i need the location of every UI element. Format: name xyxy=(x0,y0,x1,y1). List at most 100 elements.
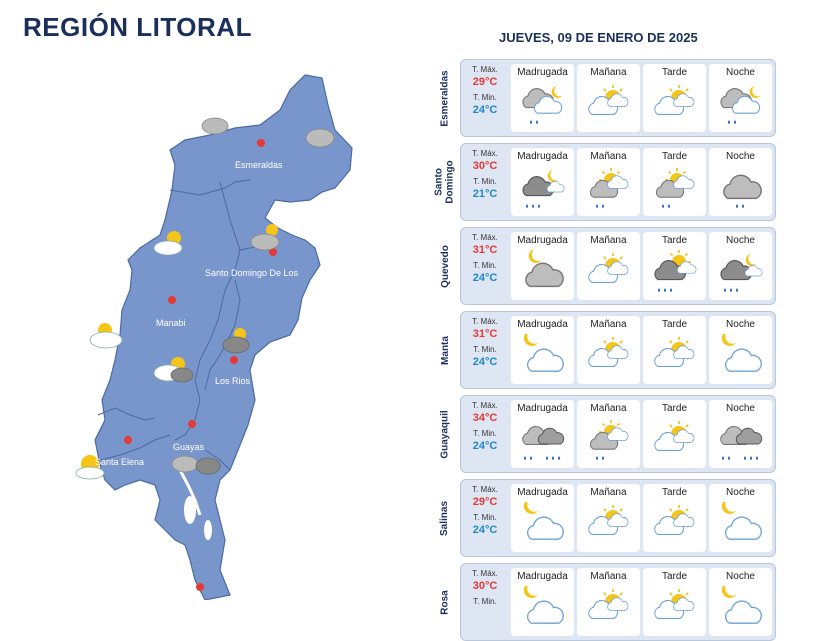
t-max-value: 31°C xyxy=(472,328,498,340)
temperatures: T. Máx. 30°C T. Min. xyxy=(465,569,505,607)
partly-sunny-icon xyxy=(583,250,635,296)
period-label: Mañana xyxy=(590,235,627,246)
city-name: Quevedo xyxy=(432,227,458,305)
partly-sunny-icon xyxy=(649,334,701,380)
partly-sunny-icon xyxy=(583,82,635,128)
moon-cloud-icon xyxy=(715,582,767,632)
period-cell: Tarde xyxy=(643,400,706,468)
period-cell: Mañana xyxy=(577,400,640,468)
temperatures: T. Máx. 29°C T. Min. 24°C xyxy=(465,485,505,537)
period-cell: Noche xyxy=(709,316,772,384)
city-name: Rosa xyxy=(432,563,458,641)
cloudy-rain-night-icon xyxy=(715,82,767,128)
t-max-label: T. Máx. xyxy=(472,317,498,326)
moon-cloud-icon xyxy=(715,330,767,380)
period-label: Madrugada xyxy=(517,151,568,162)
period-cell: Madrugada xyxy=(511,568,574,636)
forecast-card: T. Máx. 34°C T. Min. 24°C Madrugada Mañana Tar… xyxy=(460,395,776,473)
period-cell: Mañana xyxy=(577,232,640,300)
period-label: Noche xyxy=(726,319,755,330)
city-name: Esmeraldas xyxy=(432,59,458,137)
city-name-text: Esmeraldas xyxy=(439,69,451,127)
temperatures: T. Máx. 30°C T. Min. 21°C xyxy=(465,149,505,201)
partly-sunny-icon xyxy=(649,502,701,548)
cloud-rain-sun-icon xyxy=(583,166,635,212)
city-name-text: Quevedo xyxy=(439,244,451,288)
period-cell: Tarde xyxy=(643,148,706,216)
cloudy-rain-night-icon xyxy=(517,82,569,128)
moon-cloud-icon xyxy=(517,498,569,548)
t-min-value: 24°C xyxy=(472,356,498,368)
period-cell: Mañana xyxy=(577,568,640,636)
t-min-label: T. Min. xyxy=(473,597,497,606)
city-name-text: Santo Domingo xyxy=(434,160,457,204)
t-max-label: T. Máx. xyxy=(472,149,498,158)
period-cell: Noche xyxy=(709,64,772,132)
dark-cloud-rain-night-icon xyxy=(517,166,569,212)
t-min-value: 24°C xyxy=(472,524,498,536)
t-min-value: 24°C xyxy=(472,440,498,452)
t-min-label: T. Min. xyxy=(473,345,497,354)
dark-cloud-rain-night-icon xyxy=(715,250,767,296)
period-cell: Madrugada xyxy=(511,400,574,468)
period-cell: Noche xyxy=(709,484,772,552)
period-cell: Madrugada xyxy=(511,316,574,384)
period-cell: Tarde xyxy=(643,232,706,300)
period-label: Tarde xyxy=(661,571,687,582)
city-name: Guayaquil xyxy=(432,395,458,473)
t-min-label: T. Min. xyxy=(473,261,497,270)
city-name-text: Salinas xyxy=(439,500,451,536)
period-cell: Noche xyxy=(709,232,772,300)
city-name-text: Manta xyxy=(439,335,451,365)
t-max-value: 29°C xyxy=(472,76,498,88)
period-label: Tarde xyxy=(661,487,687,498)
period-label: Tarde xyxy=(661,319,687,330)
city-name-text: Guayaquil xyxy=(439,409,451,459)
period-label: Mañana xyxy=(590,151,627,162)
cloudy-rain-icon xyxy=(517,418,569,464)
cloudy-night-icon xyxy=(517,249,569,296)
t-min-label: T. Min. xyxy=(473,177,497,186)
t-max-label: T. Máx. xyxy=(472,65,498,74)
t-min-label: T. Min. xyxy=(473,429,497,438)
temperatures: T. Máx. 31°C T. Min. 24°C xyxy=(465,317,505,369)
forecast-card: T. Máx. 31°C T. Min. 24°C Madrugada Mañana Tar… xyxy=(460,227,776,305)
period-label: Mañana xyxy=(590,487,627,498)
t-max-value: 34°C xyxy=(472,412,498,424)
forecast-card: T. Máx. 30°C T. Min. 21°C Madrugada Mañana Tar… xyxy=(460,143,776,221)
period-label: Noche xyxy=(726,487,755,498)
t-max-value: 30°C xyxy=(472,580,498,592)
period-label: Mañana xyxy=(590,571,627,582)
cloud-rain-sun-icon xyxy=(649,166,701,212)
region-map: Esmeraldas Santo Domingo De Los Manabi L… xyxy=(60,70,360,600)
temperatures: T. Máx. 34°C T. Min. 24°C xyxy=(465,401,505,453)
period-label: Tarde xyxy=(661,235,687,246)
period-label: Mañana xyxy=(590,403,627,414)
forecast-card: T. Máx. 29°C T. Min. 24°C Madrugada Mañana Tar… xyxy=(460,479,776,557)
period-label: Noche xyxy=(726,235,755,246)
dark-cloud-rain-sun-icon xyxy=(649,250,701,296)
t-max-label: T. Máx. xyxy=(472,485,498,494)
t-max-value: 29°C xyxy=(472,496,498,508)
period-label: Tarde xyxy=(661,67,687,78)
period-label: Noche xyxy=(726,67,755,78)
temperatures: T. Máx. 31°C T. Min. 24°C xyxy=(465,233,505,285)
period-label: Madrugada xyxy=(517,571,568,582)
period-label: Mañana xyxy=(590,319,627,330)
period-label: Noche xyxy=(726,151,755,162)
litoral-map-shape xyxy=(75,74,353,600)
t-max-label: T. Máx. xyxy=(472,401,498,410)
map-label-manabi: Manabi xyxy=(156,318,186,328)
period-cell: Madrugada xyxy=(511,64,574,132)
t-min-value: 21°C xyxy=(472,188,498,200)
period-cell: Tarde xyxy=(643,316,706,384)
partly-sunny-icon xyxy=(583,586,635,632)
period-label: Madrugada xyxy=(517,319,568,330)
period-cell: Noche xyxy=(709,400,772,468)
t-max-label: T. Máx. xyxy=(472,569,498,578)
partly-sunny-icon xyxy=(583,334,635,380)
map-label-los-rios: Los Rios xyxy=(215,376,251,386)
t-min-label: T. Min. xyxy=(473,93,497,102)
forecast-card: T. Máx. 29°C T. Min. 24°C Madrugada Mañana Tar… xyxy=(460,59,776,137)
map-label-esmeraldas: Esmeraldas xyxy=(235,160,283,170)
